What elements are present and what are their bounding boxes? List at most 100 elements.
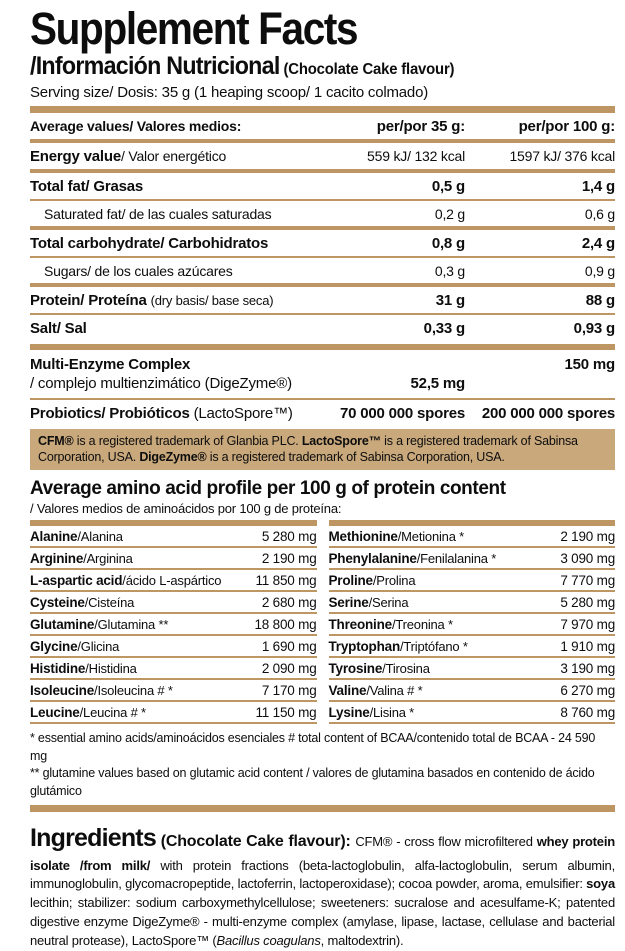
value-100g: 150 mg bbox=[564, 356, 616, 373]
value-100g: 0,9 g bbox=[584, 263, 615, 279]
amino-row-serine: Serine/Serina 5 280 mg bbox=[328, 592, 615, 615]
ingredients-title: Ingredients bbox=[30, 824, 157, 853]
value-35g: 31 g bbox=[435, 292, 465, 309]
value-35g: 0,5 g bbox=[431, 178, 465, 195]
trademark-text: is a registered trademark of Glanbia PLC… bbox=[73, 433, 302, 448]
column-header-100g: per/por 100 g: bbox=[518, 118, 616, 135]
trademark-digezyme: DigeZyme® bbox=[139, 450, 207, 465]
amino-table: Alanine/Alanina 5 280 mg Arginine/Arginin… bbox=[30, 520, 615, 725]
amino-value: 8 760 mg bbox=[560, 705, 615, 721]
divider bbox=[30, 283, 615, 287]
amino-column-left: Alanine/Alanina 5 280 mg Arginine/Arginin… bbox=[30, 520, 317, 725]
amino-row-phenylalanine: Phenylalanine/Fenilalanina * 3 090 mg bbox=[328, 548, 615, 571]
nutrition-row-salt: Salt/ Sal 0,33 g 0,93 g bbox=[30, 315, 615, 341]
divider bbox=[30, 139, 615, 143]
nutrition-row-sugars: Sugars/ de los cuales azúcares 0,3 g 0,9… bbox=[30, 258, 615, 283]
row-label: Protein/ Proteína bbox=[30, 292, 147, 309]
nutrition-row-energy: Energy value/ Valor energético 559 kJ/ 1… bbox=[30, 143, 615, 169]
row-label-es: / complejo multienzimático (DigeZyme®) bbox=[30, 374, 292, 392]
amino-row-threonine: Threonine/Treonina * 7 970 mg bbox=[328, 614, 615, 637]
label-header: Supplement Facts /Información Nutriciona… bbox=[30, 6, 615, 101]
divider bbox=[30, 520, 317, 527]
flavour-note: (Chocolate Cake flavour) bbox=[283, 61, 455, 78]
amino-value: 2 190 mg bbox=[261, 551, 317, 567]
column-header-35g: per/por 35 g: bbox=[376, 118, 465, 135]
value-35g: 0,3 g bbox=[434, 263, 465, 279]
divider bbox=[328, 520, 615, 527]
subtitle-spanish: /Información Nutricional bbox=[30, 52, 280, 80]
row-note: (dry basis/ base seca) bbox=[150, 293, 274, 308]
amino-value: 7 170 mg bbox=[261, 683, 317, 699]
amino-value: 7 970 mg bbox=[560, 617, 615, 633]
row-label: Salt/ Sal bbox=[30, 320, 87, 337]
amino-footnotes: * essential amino acids/aminoácidos esen… bbox=[30, 730, 615, 800]
ingredients-paragraph: Ingredients (Chocolate Cake flavour): CF… bbox=[30, 820, 615, 950]
amino-row-proline: Proline/Prolina 7 770 mg bbox=[328, 570, 615, 593]
divider bbox=[30, 199, 615, 201]
trademark-lactospore: LactoSpore™ bbox=[301, 433, 381, 448]
row-label: Total fat/ Grasas bbox=[30, 178, 144, 195]
amino-value: 6 270 mg bbox=[560, 683, 615, 699]
amino-row-leucine: Leucine/Leucina # * 11 150 mg bbox=[30, 702, 317, 725]
divider bbox=[30, 313, 615, 315]
table-header-row: Average values/ Valores medios: per/por … bbox=[30, 113, 615, 139]
value-35g: 0,33 g bbox=[423, 320, 466, 337]
nutrition-row-total-fat: Total fat/ Grasas 0,5 g 1,4 g bbox=[30, 173, 615, 199]
value-35g: 0,2 g bbox=[434, 206, 465, 222]
amino-row-lysine: Lysine/Lisina * 8 760 mg bbox=[328, 702, 615, 725]
value-100g: 0,93 g bbox=[573, 320, 616, 337]
amino-value: 11 150 mg bbox=[255, 705, 317, 721]
ingredients-italic-bacillus: Bacillus coagulans bbox=[216, 932, 321, 948]
amino-row-glycine: Glycine/Glicina 1 690 mg bbox=[30, 636, 317, 659]
amino-subheading: / Valores medios de aminoácidos por 100 … bbox=[30, 501, 342, 517]
serving-size: Serving size/ Dosis: 35 g (1 heaping sco… bbox=[30, 84, 429, 101]
value-100g: 88 g bbox=[585, 292, 615, 309]
row-label: Saturated fat/ de las cuales saturadas bbox=[44, 206, 272, 222]
row-label-en: Multi-Enzyme Complex bbox=[30, 356, 191, 373]
amino-column-right: Methionine/Metionina * 2 190 mg Phenylala… bbox=[328, 520, 615, 725]
ingredients-flavour: (Chocolate Cake flavour): bbox=[155, 833, 356, 851]
amino-row-isoleucine: Isoleucine/Isoleucina # * 7 170 mg bbox=[30, 680, 317, 703]
value-100g: 0,6 g bbox=[584, 206, 615, 222]
trademark-text: is a registered trademark of Sabinsa Cor… bbox=[206, 450, 505, 465]
ingredients-text: CFM® - cross flow microfiltered bbox=[355, 834, 537, 850]
value-100g: 2,4 g bbox=[581, 235, 615, 252]
row-label-en: Energy value bbox=[30, 148, 121, 165]
amino-value: 5 280 mg bbox=[560, 595, 615, 611]
row-label: Sugars/ de los cuales azúcares bbox=[44, 263, 233, 279]
amino-value: 3 090 mg bbox=[560, 551, 615, 567]
footnote-glutamine: ** glutamine values based on glutamic ac… bbox=[30, 766, 595, 798]
amino-row-methionine: Methionine/Metionina * 2 190 mg bbox=[328, 526, 615, 549]
amino-value: 1 910 mg bbox=[560, 639, 615, 655]
trademark-note: CFM® is a registered trademark of Glanbi… bbox=[30, 428, 615, 471]
amino-value: 2 190 mg bbox=[560, 529, 615, 545]
divider bbox=[30, 397, 615, 400]
value-100g: 1,4 g bbox=[581, 178, 615, 195]
footnote-essential: * essential amino acids/aminoácidos esen… bbox=[30, 731, 596, 763]
nutrition-row-multi-enzyme: Multi-Enzyme Complex / complejo multienz… bbox=[30, 350, 615, 398]
value-35g: 70 000 000 spores bbox=[339, 404, 465, 422]
amino-value: 11 850 mg bbox=[255, 573, 317, 589]
amino-value: 3 190 mg bbox=[560, 661, 615, 677]
amino-acid-section: Average amino acid profile per 100 g of … bbox=[30, 478, 615, 800]
ingredients-bold-soya: soya bbox=[586, 876, 615, 892]
trademark-text: is a registered trademark of Sabinsa Cor… bbox=[38, 433, 578, 465]
amino-row-tryptophan: Tryptophan/Triptófano * 1 910 mg bbox=[328, 636, 615, 659]
nutrition-row-carbohydrate: Total carbohydrate/ Carbohidratos 0,8 g … bbox=[30, 230, 615, 256]
amino-row-cysteine: Cysteine/Cisteína 2 680 mg bbox=[30, 592, 317, 615]
nutrition-row-probiotics: Probiotics/ Probióticos (LactoSpore™) 70… bbox=[30, 400, 615, 426]
nutrition-table: Average values/ Valores medios: per/por … bbox=[30, 113, 615, 426]
amino-value: 1 690 mg bbox=[261, 639, 317, 655]
row-label: Probiotics/ Probióticos bbox=[30, 404, 190, 422]
page-title: Supplement Facts bbox=[30, 3, 359, 54]
value-100g: 200 000 000 spores bbox=[481, 404, 615, 422]
trademark-cfm: CFM® bbox=[38, 433, 74, 448]
divider bbox=[30, 256, 615, 258]
amino-row-alanine: Alanine/Alanina 5 280 mg bbox=[30, 526, 317, 549]
row-label: Total carbohydrate/ Carbohidratos bbox=[30, 235, 269, 252]
amino-row-l-aspartic-acid: L-aspartic acid/ácido L-aspártico 11 850 … bbox=[30, 570, 317, 593]
divider bbox=[30, 106, 615, 113]
row-note: (LactoSpore™) bbox=[193, 404, 293, 422]
nutrition-row-protein: Protein/ Proteína (dry basis/ base seca)… bbox=[30, 287, 615, 313]
